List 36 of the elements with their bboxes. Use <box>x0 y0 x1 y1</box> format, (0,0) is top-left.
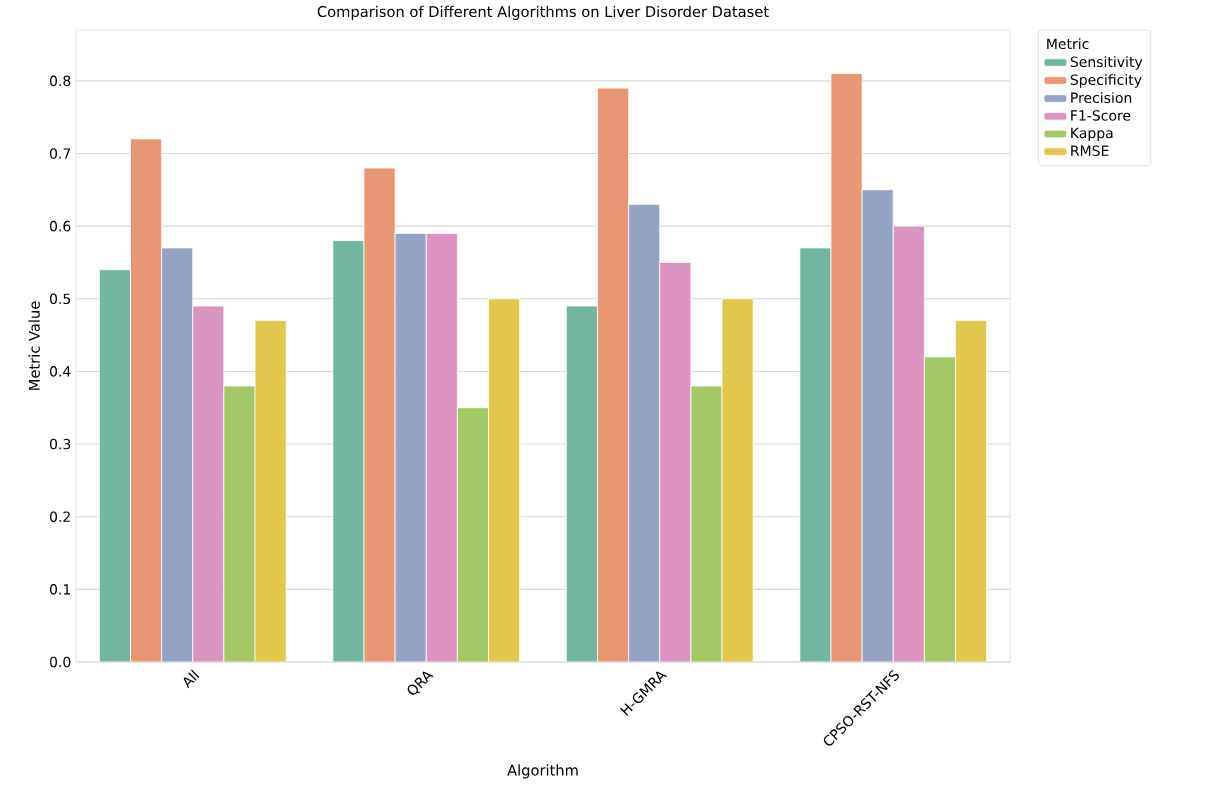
y-tick-label: 0.4 <box>49 366 71 377</box>
legend-label: Kappa <box>1071 127 1113 141</box>
bar <box>923 356 956 662</box>
bar <box>690 385 723 662</box>
bar <box>98 269 131 662</box>
chart-title: Comparison of Different Algorithms on Liver Disorder Dataset <box>317 5 769 20</box>
bar <box>223 385 256 662</box>
y-tick-label: 0.8 <box>49 75 71 87</box>
bar <box>192 305 225 662</box>
bar <box>721 298 754 662</box>
y-tick-label: 0.0 <box>49 656 71 668</box>
bar <box>955 320 988 662</box>
x-axis-title: Algorithm <box>507 764 578 779</box>
y-tick-label: 0.3 <box>49 438 71 450</box>
bar <box>892 225 925 662</box>
x-tick-label: All <box>183 669 200 689</box>
y-axis-title: Metric Value <box>28 301 40 390</box>
legend-label: F1-Score <box>1071 110 1131 121</box>
legend-label: Sensitivity <box>1070 56 1143 70</box>
legend-label: Specificity <box>1070 74 1142 88</box>
bar <box>425 233 458 662</box>
y-tick-label: 0.1 <box>49 584 70 595</box>
bar <box>332 240 365 662</box>
legend-title: Metric <box>1047 38 1089 50</box>
bar <box>565 305 598 662</box>
legend-label: Precision <box>1071 92 1132 103</box>
y-tick-label: 0.5 <box>49 293 71 305</box>
bar <box>254 320 287 662</box>
bar <box>659 262 692 662</box>
y-tick-label: 0.2 <box>49 511 70 522</box>
bar <box>456 407 489 662</box>
bar <box>799 247 832 662</box>
legend-label: RMSE <box>1071 145 1109 156</box>
y-tick-label: 0.6 <box>49 220 71 232</box>
y-tick-label: 0.7 <box>49 148 71 159</box>
bar <box>488 298 521 662</box>
